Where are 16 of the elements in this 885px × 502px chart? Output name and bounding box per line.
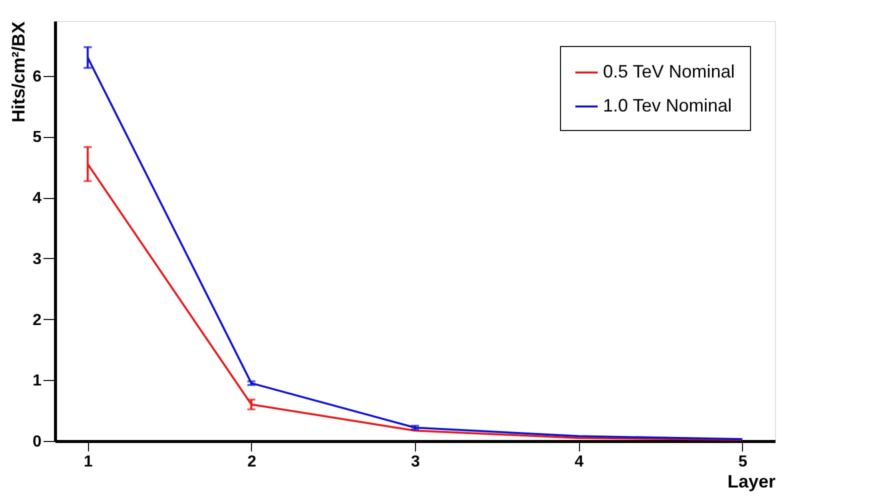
y-tick-label: 2	[32, 312, 42, 329]
y-tick-label: 4	[32, 190, 42, 208]
x-tick-label: 3	[411, 454, 420, 470]
x-tick-label: 5	[738, 454, 748, 470]
x-axis-title: Layer	[727, 472, 776, 492]
y-tick-label: 6	[32, 68, 42, 86]
x-tick-label: 4	[574, 454, 584, 470]
legend-label: 1.0 Tev Nominal	[603, 96, 732, 116]
y-tick-label: 3	[32, 250, 42, 268]
y-tick-label: 5	[32, 129, 42, 146]
x-tick-label: 2	[247, 454, 256, 470]
x-tick-label: 1	[84, 454, 93, 470]
y-tick-label: 1	[32, 372, 42, 390]
y-axis-title: Hits/cm²/BX	[8, 22, 29, 123]
legend-label: 0.5 TeV Nominal	[603, 62, 735, 82]
y-tick-label: 0	[32, 434, 42, 450]
